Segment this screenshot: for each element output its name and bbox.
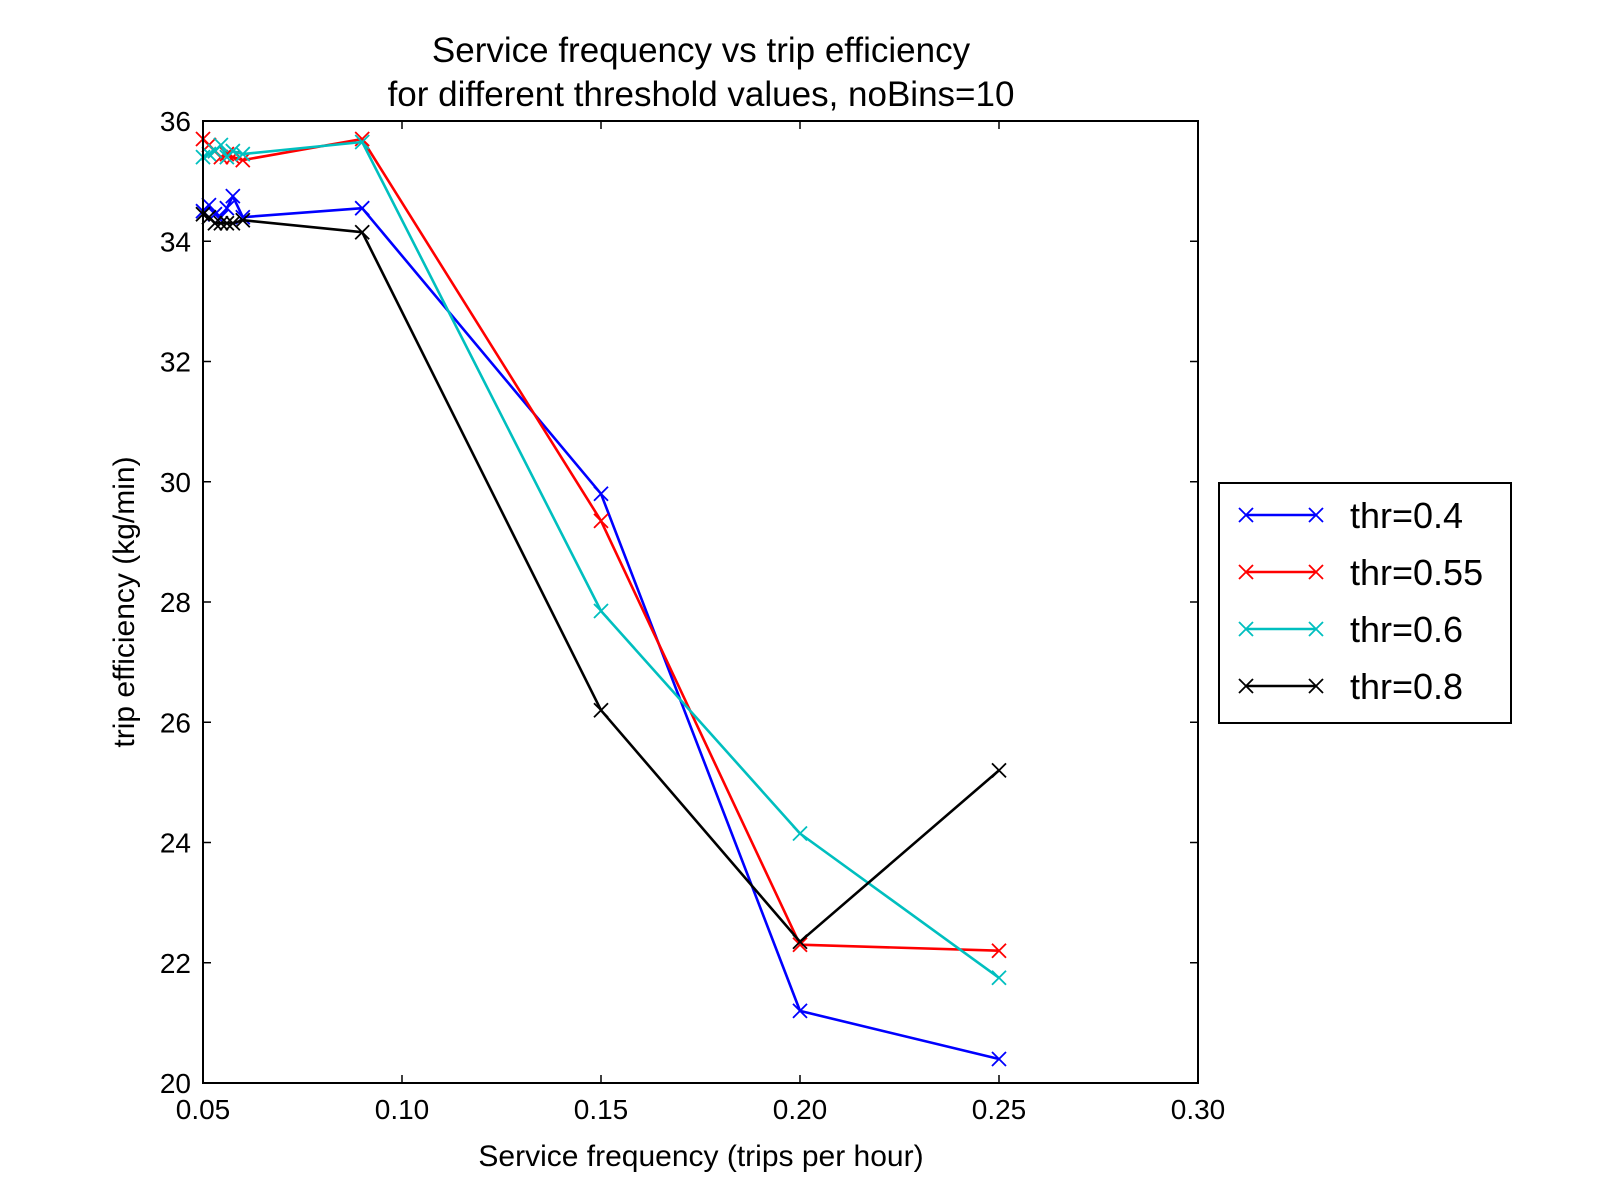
- x-tick-label: 0.25: [972, 1094, 1027, 1125]
- data-point: [991, 970, 1007, 986]
- x-axis-label: Service frequency (trips per hour): [478, 1140, 923, 1173]
- data-point: [225, 188, 241, 204]
- legend-entry-4: thr=0.8: [1238, 666, 1463, 707]
- y-tick-label: 30: [160, 467, 191, 498]
- data-point: [991, 1051, 1007, 1067]
- y-tick-label: 36: [160, 106, 191, 137]
- legend-box: [1218, 482, 1512, 724]
- data-point: [207, 215, 223, 231]
- series-3: [195, 134, 1007, 986]
- data-point: [235, 146, 251, 162]
- data-point: [593, 486, 609, 502]
- data-point: [201, 197, 217, 213]
- series-4: [195, 206, 1007, 950]
- y-tick-label: 28: [160, 587, 191, 618]
- legend-label: thr=0.55: [1350, 552, 1483, 593]
- x-tick-label: 0.30: [1171, 1094, 1226, 1125]
- legend-marker: [1308, 678, 1324, 694]
- x-tick-label: 0.10: [375, 1094, 430, 1125]
- data-point: [792, 937, 808, 953]
- y-tick-label: 20: [160, 1068, 191, 1099]
- y-tick-label: 24: [160, 828, 191, 859]
- x-tick-label: 0.20: [773, 1094, 828, 1125]
- data-point: [991, 762, 1007, 778]
- legend-marker: [1238, 507, 1254, 523]
- y-axis-label: trip efficiency (kg/min): [108, 456, 141, 747]
- y-tick-label: 26: [160, 707, 191, 738]
- data-point: [792, 934, 808, 950]
- data-point: [213, 215, 229, 231]
- data-point: [354, 200, 370, 216]
- plot-background: [203, 121, 1198, 1083]
- legend-marker: [1308, 507, 1324, 523]
- data-point: [593, 513, 609, 529]
- plot-area: [203, 121, 1198, 1083]
- legend-label: thr=0.6: [1350, 609, 1463, 650]
- legend-marker: [1308, 564, 1324, 580]
- x-tick-label: 0.15: [574, 1094, 629, 1125]
- data-point: [991, 943, 1007, 959]
- data-point: [593, 702, 609, 718]
- legend-label: thr=0.4: [1350, 495, 1463, 536]
- legend-label: thr=0.8: [1350, 666, 1463, 707]
- y-tick-label: 22: [160, 948, 191, 979]
- legend: thr=0.4 thr=0.55 thr=0.6 thr=0.8: [1218, 482, 1512, 724]
- data-point: [213, 137, 229, 153]
- legend-entry-3: thr=0.6: [1238, 609, 1463, 650]
- series-layer: [195, 131, 1007, 1067]
- legend-marker: [1238, 564, 1254, 580]
- data-point: [225, 143, 241, 159]
- axes-layer: 0.05 0.10 0.15 0.20 0.25 0.30 20 22 24 26 28 30 32 34…: [160, 106, 1225, 1125]
- data-point: [792, 825, 808, 842]
- legend-marker: [1238, 678, 1254, 694]
- legend-marker: [1238, 621, 1254, 637]
- legend-entry-1: thr=0.4: [1238, 495, 1463, 536]
- data-point: [219, 215, 235, 231]
- data-point: [225, 215, 241, 231]
- chart-title: Service frequency vs trip efficiency: [432, 31, 971, 70]
- data-point: [219, 200, 235, 216]
- y-tick-label: 32: [160, 347, 191, 378]
- legend-entry-2: thr=0.55: [1238, 552, 1483, 593]
- data-point: [792, 1003, 808, 1019]
- data-point: [593, 603, 609, 619]
- y-tick-label: 34: [160, 226, 191, 257]
- data-point: [354, 224, 370, 240]
- chart-subtitle: for different threshold values, noBins=1…: [388, 75, 1015, 114]
- data-point: [235, 212, 251, 228]
- data-point: [354, 134, 370, 150]
- legend-marker: [1308, 621, 1324, 637]
- x-tick-label: 0.05: [176, 1094, 231, 1125]
